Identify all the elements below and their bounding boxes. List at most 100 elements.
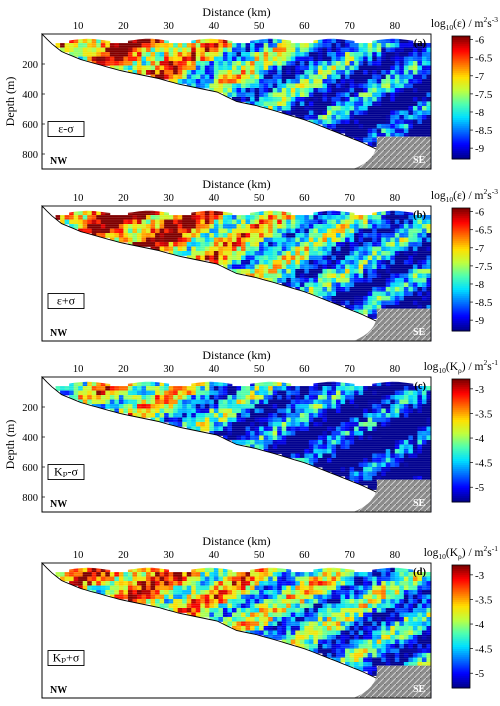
heatmap-cell [345,404,350,409]
heatmap-cell [403,462,409,468]
heatmap-cell [372,65,378,71]
heatmap-cell [326,269,332,274]
heatmap-cell [412,47,418,53]
heatmap-cell [354,476,360,481]
heatmap-cell [331,215,337,220]
heatmap-cell [241,260,246,265]
heatmap-cell [354,282,360,288]
heatmap-cell [367,97,373,102]
heatmap-cell [358,480,364,486]
heatmap-cell [259,399,265,405]
heatmap-cell [354,395,360,400]
heatmap-cell [200,594,206,600]
heatmap-cell [268,74,274,80]
heatmap-cell [403,417,409,423]
heatmap-cell [281,251,287,256]
heatmap-cell [403,426,409,432]
heatmap-cell [227,65,233,71]
heatmap-cell [313,440,319,445]
heatmap-cell [363,453,369,459]
heatmap-cell [186,594,192,600]
heatmap-cell [191,585,197,591]
heatmap-cell [259,599,265,604]
heatmap-cell [354,219,360,225]
heatmap-cell [118,399,124,405]
heatmap-cell [286,43,292,48]
heatmap-cell [245,47,251,53]
heatmap-cell [209,228,215,234]
heatmap-cell [390,408,396,414]
heatmap-cell [385,79,391,84]
heatmap-cell [100,219,106,225]
heatmap-cell [421,242,427,247]
x-tick-label: 30 [163,21,174,32]
heatmap-cell [376,264,382,270]
heatmap-cell [372,124,378,129]
heatmap-cell [290,621,296,627]
heatmap-cell [231,255,237,261]
heatmap-cell [109,395,115,400]
heatmap-cell [277,399,283,405]
heatmap-cell [417,237,423,243]
heatmap-cell [331,74,337,80]
heatmap-cell [82,215,88,220]
heatmap-cell [331,390,337,396]
colorbar-swatch [452,109,470,113]
heatmap-cell [408,128,414,134]
heatmap-cell [408,56,414,62]
heatmap-cell [426,287,432,292]
heatmap-cell [263,88,269,93]
heatmap-cell [426,273,432,279]
heatmap-cell [412,291,418,297]
heatmap-cell [326,251,332,256]
colorbar-swatch [452,77,470,80]
heatmap-cell [186,585,192,591]
heatmap-cell [322,612,328,618]
heatmap-cell [399,219,405,225]
heatmap-cell [146,408,151,414]
heatmap-cell [150,210,156,216]
heatmap-cell [209,594,215,600]
heatmap-cell [331,567,337,573]
heatmap-cell [182,572,188,577]
heatmap-cell [250,237,255,243]
heatmap-cell [299,413,305,418]
heatmap-cell [363,219,369,225]
heatmap-cell [96,390,102,396]
heatmap-cell [308,79,314,84]
heatmap-cell [236,237,242,243]
heatmap-cell [322,255,328,261]
heatmap-cell [236,626,242,631]
heatmap-cell [155,576,161,582]
heatmap-cell [340,576,346,582]
heatmap-cell [308,621,314,627]
heatmap-cell [200,390,206,396]
heatmap-cell [218,210,224,216]
heatmap-cell [376,399,382,405]
heatmap-cell [146,52,151,57]
heatmap-cell [354,269,360,274]
heatmap-cell [363,115,369,120]
heatmap-cell [363,467,369,472]
heatmap-cell [213,215,219,220]
heatmap-cell [290,395,296,400]
heatmap-cell [345,453,350,459]
heatmap-cell [336,215,341,220]
heatmap-cell [281,395,287,400]
y-tick-label: 400 [22,433,38,444]
heatmap-cell [336,115,341,120]
heatmap-cell [304,576,310,582]
heatmap-cell [132,581,138,586]
heatmap-cell [150,65,156,71]
heatmap-cell [322,395,328,400]
colorbar-swatch [452,58,470,62]
colorbar-swatch [452,249,470,252]
heatmap-cell [254,228,260,234]
heatmap-cell [127,210,133,216]
heatmap-cell [195,246,201,252]
heatmap-cell [340,603,346,609]
heatmap-cell [345,278,350,283]
colorbar-swatch [452,320,470,324]
heatmap-cell [426,278,432,283]
heatmap-cell [272,215,278,220]
